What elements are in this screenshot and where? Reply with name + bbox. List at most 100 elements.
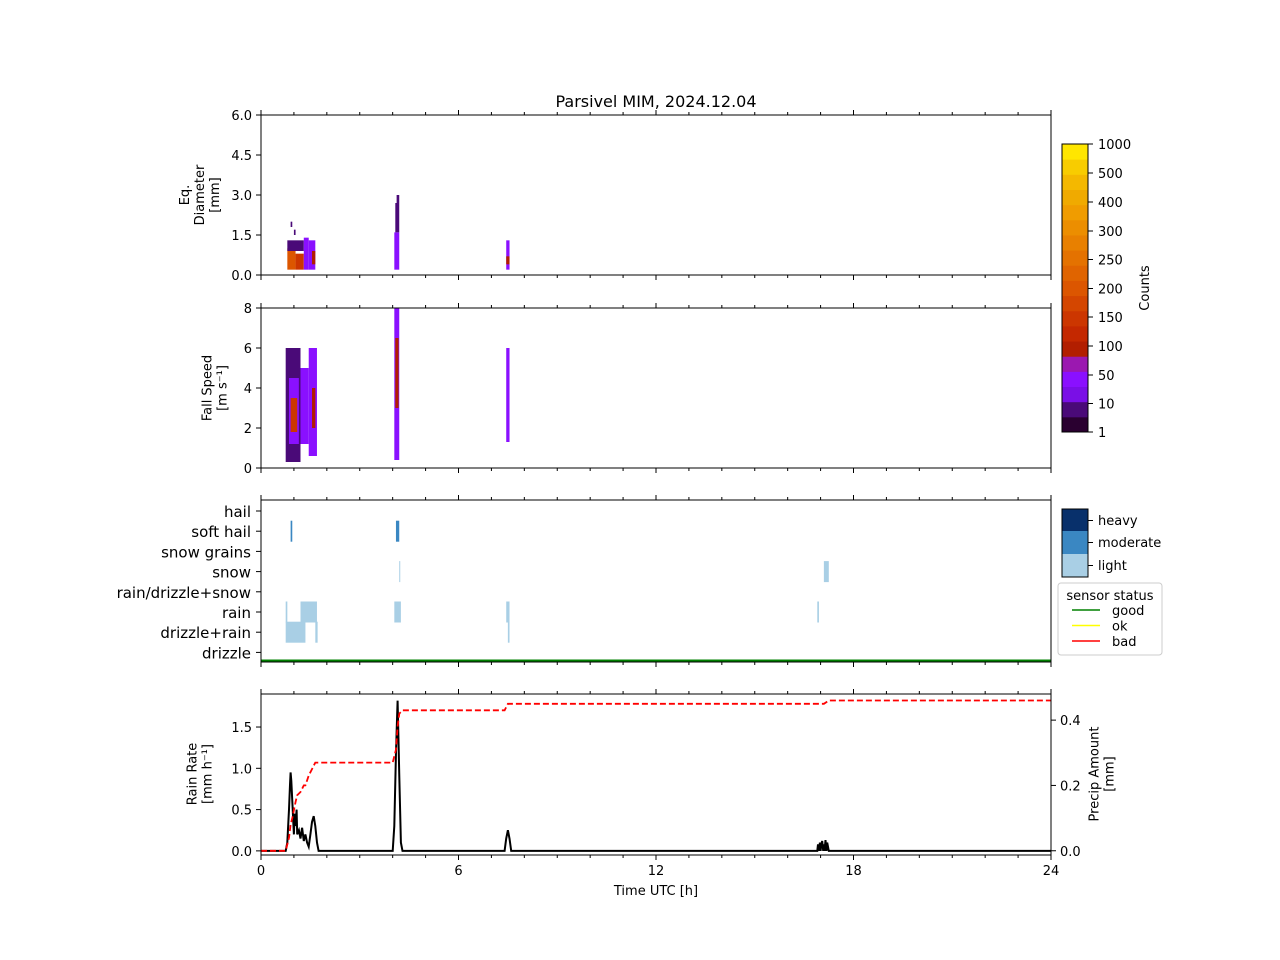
colorbar-tick-label: 250 (1098, 254, 1123, 269)
diameter-cell (395, 203, 400, 233)
precip-amount-line (261, 699, 1051, 852)
plot-frame-3 (260, 693, 1052, 856)
counts-colorbar-segment (1062, 189, 1088, 206)
axis-label-group: Eq. Diameter [mm] (178, 164, 223, 225)
colorbar-tick-label: 1 (1098, 426, 1106, 441)
colorbar-tick-label: 500 (1098, 167, 1123, 182)
y2-tick-label: 0.2 (1060, 779, 1081, 794)
counts-colorbar-segment (1062, 234, 1088, 251)
y-axis-label: Diameter (193, 164, 208, 225)
y2-tick-label: 0.0 (1060, 845, 1081, 860)
chart-title: Parsivel MIM, 2024.12.04 (555, 92, 756, 111)
y-tick-label: 4.5 (231, 149, 252, 164)
colorbar-tick-label: 300 (1098, 225, 1123, 240)
intensity-colorbar-frame (1061, 508, 1089, 578)
colorbar-label-group: Counts (1138, 265, 1153, 311)
intensity-swatch-light (1062, 554, 1088, 577)
category-label: rain (222, 604, 251, 622)
category-label: snow grains (161, 543, 251, 561)
colorbar-label: Counts (1138, 265, 1153, 311)
counts-colorbar-segment (1062, 295, 1088, 312)
category-label: hail (224, 503, 251, 521)
precip-type-cell (290, 520, 293, 542)
counts-colorbar-segment (1062, 341, 1088, 357)
x-tick-label: 6 (454, 864, 462, 879)
counts-colorbar-segment (1062, 250, 1088, 266)
category-label: drizzle (202, 644, 251, 662)
y-tick-label: 4 (244, 382, 252, 397)
y-tick-label: 8 (244, 302, 252, 317)
legend-label: bad (1112, 635, 1136, 650)
diameter-cell (295, 253, 304, 270)
counts-colorbar-segment (1062, 144, 1088, 160)
diameter-cell (293, 229, 296, 235)
counts-colorbar-segment (1062, 219, 1088, 236)
colorbar-tick-label: 400 (1098, 196, 1123, 211)
intensity-label: heavy (1098, 514, 1138, 529)
precip-type-cell (300, 601, 317, 623)
counts-colorbar-segment (1062, 356, 1088, 372)
x-axis-label: Time UTC [h] (613, 884, 698, 899)
intensity-swatch-heavy (1062, 509, 1088, 532)
y-tick-label: 6 (244, 342, 252, 357)
y-axis-label: [mm h⁻¹] (201, 744, 216, 804)
colorbar-tick-label: 100 (1098, 340, 1123, 355)
sensor-status-legend (1057, 582, 1163, 656)
diameter-cell (303, 237, 309, 270)
plot-frame-2 (260, 499, 1052, 663)
y-tick-label: 1.0 (231, 762, 252, 777)
chart-marks (261, 144, 1088, 852)
diameter-cell (396, 195, 400, 203)
colorbar-tick-label: 150 (1098, 311, 1123, 326)
y-axis-label: Rain Rate (186, 743, 201, 806)
y-axis-label: Precip Amount (1088, 727, 1103, 822)
y-axis-label: Fall Speed (201, 355, 216, 421)
diameter-cell (506, 256, 510, 265)
x-tick-label: 0 (257, 864, 265, 879)
precip-type-cell (507, 621, 510, 643)
fall-speed-cell (312, 388, 316, 428)
diameter-cell (308, 240, 316, 270)
fall-speed-cell (395, 338, 399, 408)
diameter-cell (287, 248, 296, 270)
fall-speed-cell (290, 398, 298, 432)
y-tick-label: 3.0 (231, 189, 252, 204)
y-tick-label: 6.0 (231, 109, 252, 124)
category-label: drizzle+rain (160, 624, 251, 642)
y-tick-label: 1.5 (231, 229, 252, 244)
chart-axes: 0.01.53.04.56.0Eq. Diameter [mm]02468Fall … (117, 109, 1163, 899)
plot-frame-0 (260, 114, 1052, 276)
y-tick-label: 1.5 (231, 721, 252, 736)
category-label: rain/drizzle+snow (117, 584, 251, 602)
counts-colorbar-segment (1062, 174, 1088, 190)
diameter-cell (394, 232, 400, 270)
y-axis-label: Eq. (178, 185, 193, 206)
y-axis-label: [mm] (208, 177, 223, 212)
precip-type-cell (285, 601, 288, 623)
plot-frame-1 (260, 307, 1052, 469)
legend-label: good (1112, 604, 1144, 619)
colorbar-tick-label: 1000 (1098, 138, 1131, 153)
axis-label-group: Fall Speed [m s⁻¹] (201, 355, 231, 421)
precip-type-cell (394, 601, 401, 623)
counts-colorbar-segment (1062, 265, 1088, 281)
precip-type-cell (285, 621, 306, 643)
colorbar-tick-label: 50 (1098, 369, 1115, 384)
y-tick-label: 2 (244, 422, 252, 437)
diameter-cell (506, 240, 510, 270)
category-label: snow (212, 564, 251, 582)
precip-type-cell (315, 621, 318, 643)
axis-label-group: Precip Amount [mm] (1088, 727, 1118, 822)
fall-speed-cell (506, 348, 510, 442)
precip-type-cell (399, 561, 401, 583)
counts-colorbar-segment (1062, 204, 1088, 221)
category-label: soft hail (191, 523, 251, 541)
counts-colorbar-segment (1062, 371, 1088, 388)
diameter-cell (312, 251, 316, 265)
counts-colorbar-segment (1062, 159, 1088, 175)
precip-type-cell (506, 601, 510, 623)
y-axis-label: [mm] (1103, 756, 1118, 791)
rain-rate-line (261, 700, 1051, 852)
colorbar-tick-label: 10 (1098, 398, 1115, 413)
